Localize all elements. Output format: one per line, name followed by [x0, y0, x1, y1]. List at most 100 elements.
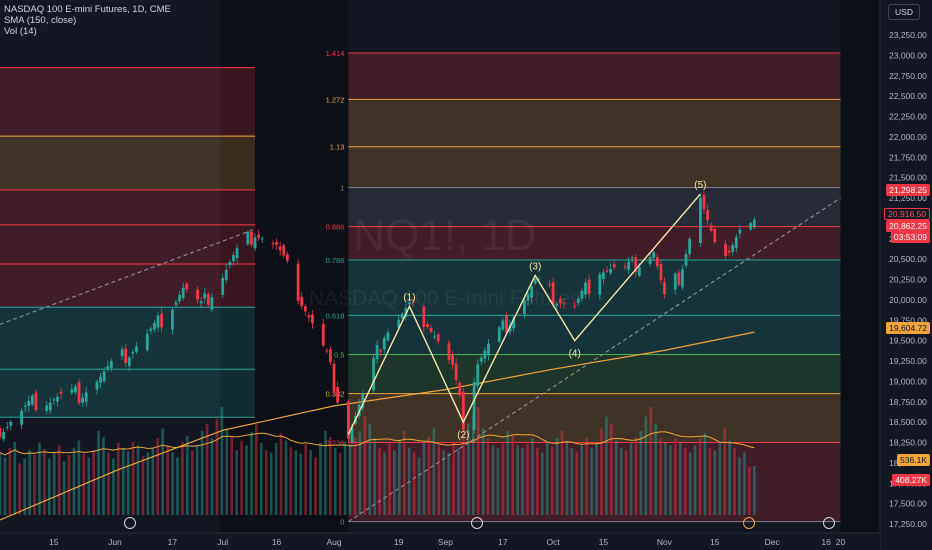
candle-body — [235, 248, 239, 259]
candle-body — [548, 284, 551, 286]
candle-body — [580, 290, 584, 299]
volume-bar — [181, 441, 184, 515]
candle-body — [102, 371, 106, 382]
candle-body — [52, 399, 56, 401]
volume-bar — [590, 447, 593, 515]
candle-body — [156, 315, 160, 328]
candle-body — [5, 426, 9, 428]
volume-bar — [595, 443, 598, 515]
volume-bar — [314, 457, 317, 515]
volume-bar — [550, 446, 554, 515]
volume-bar — [299, 453, 303, 515]
timeline-event-icon — [743, 517, 755, 529]
right-fib-zone — [348, 354, 841, 394]
volume-bar — [255, 423, 258, 515]
sma-indicator-label[interactable]: SMA (150, close) — [4, 15, 77, 26]
candle-body — [501, 320, 505, 330]
trend-line — [0, 228, 256, 325]
candle-body — [228, 262, 232, 266]
volume-bar — [13, 441, 17, 515]
candle-body — [587, 279, 591, 294]
candle-body — [160, 313, 164, 328]
volume-bar — [570, 447, 574, 515]
candle-body — [109, 361, 113, 369]
right-fib-zone — [348, 187, 841, 227]
candle-body — [210, 296, 214, 310]
volume-bar — [131, 441, 135, 515]
watermark-ticker: NQ1!, 1D — [353, 211, 536, 260]
candle-body — [372, 358, 375, 391]
candle-body — [203, 293, 207, 299]
candle-body — [275, 242, 278, 245]
candle-body — [106, 366, 110, 370]
left-fib-zone — [0, 369, 256, 418]
volume-bar — [284, 440, 288, 515]
volume-bar — [471, 414, 475, 515]
candle-body — [702, 195, 706, 210]
currency-button[interactable]: USD — [888, 4, 920, 20]
candle-body — [523, 300, 526, 315]
candle-body — [45, 405, 49, 411]
price-axis-tick: 18,750.00 — [889, 397, 927, 407]
candle-body — [135, 346, 138, 352]
candle-body — [300, 296, 304, 307]
right-fib-zone — [348, 146, 841, 188]
volume-bar — [117, 443, 120, 515]
candle-body — [382, 338, 386, 350]
volume-bar — [679, 443, 682, 515]
candle-body — [422, 306, 426, 327]
candle-body — [537, 279, 541, 281]
volume-bar — [452, 441, 455, 515]
volume-bar — [476, 407, 480, 515]
candle-body — [673, 273, 677, 290]
volume-bar — [0, 452, 2, 515]
volume-bar — [358, 431, 362, 515]
left-fib-zone — [0, 264, 256, 308]
volume-bar — [674, 438, 677, 515]
candle-body — [558, 298, 562, 304]
candle-body — [612, 264, 616, 268]
candle-body — [634, 257, 638, 272]
fib-level-label: 1.13 — [330, 143, 345, 152]
volume-bar — [92, 450, 95, 515]
candle-body — [336, 387, 340, 403]
candle-body — [303, 306, 307, 312]
candle-body — [120, 349, 124, 357]
volume-bar — [610, 423, 613, 515]
candle-body — [171, 309, 174, 330]
volume-bar — [294, 450, 298, 515]
volume-bar — [728, 440, 731, 515]
volume-bar — [614, 440, 618, 515]
left-fib-zone — [0, 307, 256, 370]
candle-body — [655, 257, 659, 267]
volume-bar — [501, 441, 505, 515]
elliott-wave-line — [347, 193, 701, 435]
volume-bar — [467, 423, 470, 515]
volume-bar — [437, 445, 441, 515]
price-axis-tick: 19,000.00 — [889, 376, 927, 386]
right-fib-zone — [348, 393, 841, 443]
candle-body — [648, 256, 652, 264]
timeline-event-icon — [124, 517, 136, 529]
candle-body — [609, 269, 613, 273]
previous-price-tag: 20,862.25 — [886, 220, 930, 232]
symbol-title[interactable]: NASDAQ 100 E-mini Futures, 1D, CME — [4, 4, 171, 15]
volume-bar — [457, 447, 460, 515]
volume-indicator-label[interactable]: Vol (14) — [4, 26, 37, 37]
volume-bar — [47, 458, 51, 515]
candle-body — [311, 314, 314, 324]
candle-body — [34, 392, 38, 410]
candle-body — [56, 396, 59, 402]
candle-body — [436, 334, 440, 342]
candle-body — [426, 324, 429, 328]
time-axis-tick: Jul — [217, 537, 228, 547]
volume-bar — [402, 431, 406, 515]
volume-bar — [87, 457, 91, 515]
volume-bar — [309, 450, 312, 515]
candle-body — [0, 428, 2, 438]
volume-bar — [230, 435, 234, 515]
candle-body — [505, 315, 508, 333]
volume-bar — [112, 458, 115, 515]
trend-line — [348, 197, 841, 523]
